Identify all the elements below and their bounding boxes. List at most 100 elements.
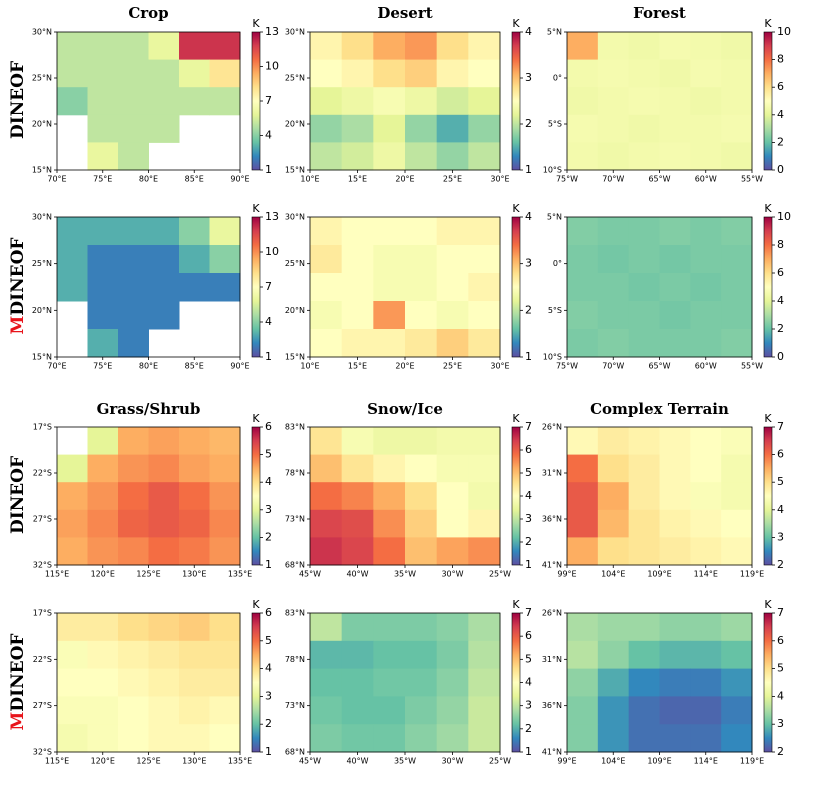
y-tick-label: 0° [553,259,562,268]
heat-cell [179,217,210,246]
colorbar-tick-label: 5 [777,662,784,675]
heat-cell [341,724,374,753]
y-tick-label: 17°S [33,609,52,618]
colorbar-tick-label: 7 [777,420,784,433]
colorbar [763,612,773,753]
heat-cell [659,59,691,88]
y-tick-label: 25°N [32,74,52,83]
heat-cell [628,273,660,302]
y-tick-label: 36°N [542,515,562,524]
colorbar-tick-label: 4 [265,315,272,328]
heat-cell [57,245,88,274]
heat-cell [341,454,374,483]
x-tick-label: 80°E [139,175,158,184]
heat-cell [341,613,374,642]
heat-cell [179,427,210,456]
heat-cell [405,217,438,246]
panel-title: Forest [633,4,686,22]
y-tick-label: 20°N [285,120,305,129]
x-tick-label: 20°E [395,175,414,184]
heat-cell [118,696,149,725]
heat-cell [341,509,374,538]
heat-cell [341,114,374,143]
heat-cell [468,329,501,358]
heat-cell [721,59,753,88]
panel: 70°E 75°E 80°E 85°E 90°E 15°N 20°N 25°N 30°N 1 4 7 1… [32,202,279,371]
heat-cell [373,273,406,302]
y-tick-label: 30°N [285,28,305,37]
heat-cell [148,537,180,566]
heat-cell [628,640,660,670]
heat-cell [310,427,343,456]
y-tick-label: 15°N [32,166,52,175]
heat-cell [310,724,343,753]
y-tick-label: 5°N [547,213,562,222]
heat-cell [57,640,88,670]
y-tick-label: 15°N [32,353,52,362]
colorbar-tick-label: 7 [525,606,532,619]
heat-cell [310,668,343,697]
heat-cell [405,273,438,302]
heat-cell [148,509,180,538]
heat-cell [628,114,660,143]
heat-cell [436,217,469,246]
y-tick-label: 20°N [285,306,305,315]
heat-cell [659,454,691,483]
heat-cell [179,245,210,274]
y-tick-label: 17°S [33,423,52,432]
heat-cell [659,245,691,274]
heat-cell [659,217,691,246]
x-tick-label: 114°E [694,570,718,579]
heat-cell [721,537,753,566]
heat-cell [659,32,691,61]
heat-cell [567,245,599,274]
x-tick-label: 25°E [443,362,462,371]
heat-cell [179,454,210,483]
heat-cell [597,273,630,302]
heat-cell [567,114,599,143]
panel: 45°W 40°W 35°W 30°W 25°W 68°N 73°N 78°N 83°N 1 2 3 4… [285,400,532,579]
x-tick-label: 130°E [182,757,206,766]
heat-cell [628,87,660,116]
heat-cell [209,454,241,483]
heat-cell [57,482,88,511]
heat-cell [118,217,149,246]
heat-cell [310,509,343,538]
heat-cell [148,87,180,116]
colorbar [511,216,521,358]
y-tick-label: 68°N [285,748,305,757]
heat-cell [87,454,119,483]
heat-cell [310,32,343,61]
heat-cell [567,87,599,116]
heat-cell [179,32,210,61]
x-tick-label: 99°E [557,570,576,579]
heat-cell [628,696,660,725]
colorbar-tick-label: 3 [265,503,272,516]
heat-cell [628,427,660,456]
x-tick-label: 109°E [647,757,671,766]
heat-cell [148,217,180,246]
colorbar-tick-label: 8 [777,53,784,66]
panel: 10°E 15°E 20°E 25°E 30°E 15°N 20°N 25°N 30°N 1 2 3 4… [285,4,532,184]
heat-cell [118,87,149,116]
colorbar-tick-label: 7 [525,420,532,433]
heat-cell [373,245,406,274]
colorbar-tick-label: 2 [777,745,784,758]
x-tick-label: 70°E [47,362,66,371]
heat-cell [436,114,469,143]
panel: 99°E 104°E 109°E 114°E 119°E 41°N 36°N 31°N 26°N… [542,400,784,579]
heat-cell [148,482,180,511]
heat-cell [567,613,599,642]
colorbar-tick-label: 3 [525,699,532,712]
heat-cell [690,245,722,274]
colorbar-tick-label: 1 [265,350,272,363]
heat-cell [567,640,599,670]
heat-cell [597,59,630,88]
heat-cell [209,537,241,566]
heat-cell [567,329,599,358]
heat-cell [209,273,241,302]
heat-cell [87,114,119,143]
heat-cell [57,32,88,61]
heat-cell [57,613,88,642]
heat-cell [405,613,438,642]
